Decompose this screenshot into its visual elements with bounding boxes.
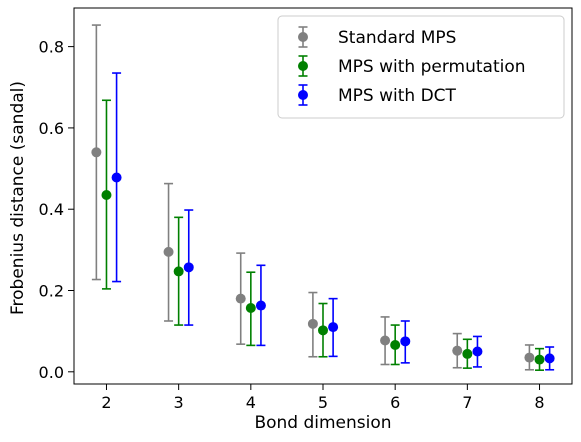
- x-tick-label: 7: [462, 393, 472, 412]
- legend-label: Standard MPS: [338, 28, 456, 48]
- data-point: [111, 172, 122, 183]
- data-point: [91, 147, 102, 158]
- x-tick-label: 4: [246, 393, 256, 412]
- legend-item: MPS with DCT: [298, 84, 457, 106]
- y-tick-label: 0.6: [39, 119, 64, 138]
- data-point: [307, 318, 318, 329]
- plot-area: [91, 24, 555, 371]
- data-point: [101, 189, 112, 200]
- data-point: [390, 339, 401, 350]
- data-point: [328, 322, 339, 333]
- x-tick-label: 6: [390, 393, 400, 412]
- x-tick-label: 8: [534, 393, 544, 412]
- y-tick-label: 0.2: [39, 282, 64, 301]
- data-point: [318, 325, 328, 336]
- y-tick-label: 0.8: [39, 38, 64, 57]
- series-3: [111, 72, 555, 371]
- data-point: [544, 353, 555, 364]
- data-point: [462, 348, 473, 359]
- y-tick-label: 0.4: [39, 200, 64, 219]
- data-point: [173, 266, 184, 277]
- series-2: [101, 99, 545, 371]
- data-point: [472, 346, 483, 357]
- y-axis-label: Frobenius distance (sandal): [8, 81, 28, 315]
- data-point: [524, 352, 535, 363]
- data-point: [452, 345, 463, 356]
- legend-label: MPS with permutation: [338, 57, 526, 77]
- legend-box: [277, 15, 565, 119]
- data-point: [380, 335, 391, 346]
- legend-marker: [298, 61, 308, 71]
- series-1: [91, 24, 535, 371]
- data-point: [245, 302, 256, 313]
- x-tick-label: 3: [174, 393, 184, 412]
- legend-label: MPS with DCT: [338, 86, 457, 106]
- x-tick-label: 2: [101, 393, 111, 412]
- legend-item: MPS with permutation: [298, 55, 526, 77]
- legend-marker: [298, 32, 308, 42]
- x-axis-label: Bond dimension: [254, 413, 391, 433]
- data-point: [235, 293, 246, 304]
- axes: 2 3 4 5 6 7 8 0.0 0.2 0.4 0.6 0.8: [39, 7, 573, 412]
- data-point: [255, 300, 266, 311]
- data-point: [534, 354, 545, 365]
- data-point: [163, 246, 174, 257]
- x-tick-label: 5: [318, 393, 328, 412]
- data-point: [183, 262, 194, 273]
- legend-marker: [298, 90, 308, 100]
- y-tick-label: 0.0: [39, 363, 64, 382]
- data-point: [400, 336, 411, 347]
- legend: Standard MPS MPS with permutation MPS with…: [277, 15, 565, 119]
- legend-item: Standard MPS: [298, 26, 456, 48]
